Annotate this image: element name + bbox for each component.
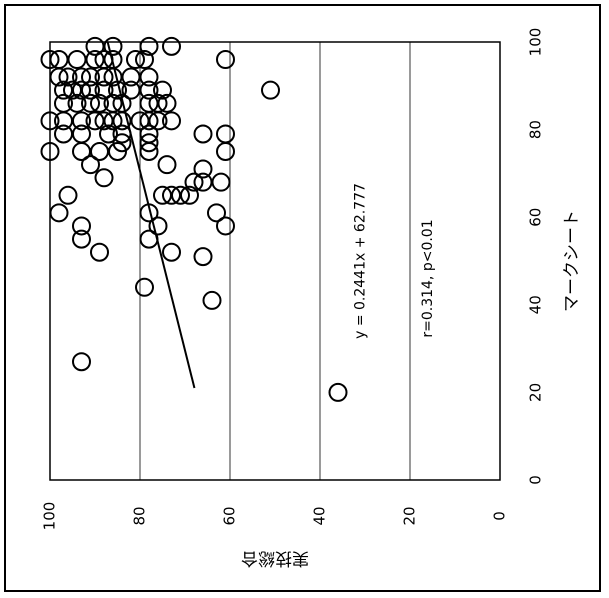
data-point — [139, 67, 159, 87]
data-point — [67, 50, 87, 70]
y-tick-label: 40 — [311, 506, 329, 525]
data-point — [162, 36, 181, 56]
data-point — [139, 133, 159, 153]
data-point — [162, 185, 181, 205]
regression-equation: y = 0.2441x + 62.777 — [353, 183, 369, 339]
y-tick-label: 100 — [41, 502, 59, 531]
data-point — [67, 93, 87, 113]
data-point — [49, 50, 69, 70]
data-point — [94, 50, 114, 70]
data-point — [126, 50, 145, 70]
data-point — [58, 185, 78, 205]
data-point — [81, 67, 100, 87]
data-point — [112, 93, 132, 113]
data-point — [139, 203, 159, 223]
data-point — [139, 36, 159, 56]
data-point — [90, 242, 109, 262]
data-point — [135, 277, 154, 297]
data-point — [216, 216, 235, 236]
data-point — [81, 155, 100, 175]
data-point — [139, 124, 159, 144]
data-points — [40, 36, 348, 402]
data-point — [72, 142, 91, 161]
data-point — [72, 216, 91, 236]
plot-area — [49, 41, 501, 481]
data-point — [40, 142, 60, 161]
data-point — [40, 111, 60, 131]
data-point — [121, 80, 141, 100]
data-point — [72, 352, 91, 372]
data-point — [153, 185, 172, 205]
y-axis-label: 実技総合 — [241, 548, 309, 568]
data-point — [207, 203, 226, 223]
data-point — [108, 80, 127, 100]
y-tick-label: 20 — [401, 506, 419, 525]
data-point — [216, 50, 235, 70]
data-point — [94, 80, 114, 100]
y-axis-ticks: 0 20 40 60 80 100 — [41, 502, 509, 531]
data-point — [72, 229, 91, 249]
data-point — [54, 80, 73, 100]
data-point — [72, 67, 91, 87]
data-point — [90, 142, 109, 161]
data-point — [148, 93, 168, 113]
data-point — [139, 93, 159, 113]
x-tick-label: 40 — [527, 295, 545, 314]
data-point — [54, 93, 73, 113]
data-point — [216, 142, 235, 161]
data-point — [49, 203, 69, 223]
regression-line — [106, 41, 196, 389]
data-point — [216, 124, 235, 144]
x-tick-label: 80 — [527, 120, 545, 139]
x-axis-label: マークシート — [562, 210, 582, 312]
y-tick-label: 80 — [131, 506, 149, 525]
data-point — [261, 80, 280, 100]
data-point — [103, 93, 123, 113]
data-point — [193, 247, 213, 267]
data-point — [148, 216, 168, 236]
data-point — [193, 159, 213, 179]
data-point — [58, 67, 78, 87]
data-point — [193, 172, 213, 192]
y-tick-label: 0 — [491, 511, 509, 521]
x-tick-label: 0 — [527, 475, 545, 485]
data-point — [135, 50, 154, 70]
chart-frame — [4, 4, 601, 592]
data-point — [94, 168, 114, 188]
data-point — [85, 111, 105, 131]
data-point — [40, 50, 60, 70]
data-point — [54, 124, 73, 144]
x-tick-label: 100 — [527, 28, 545, 57]
x-axis-ticks: 0 20 40 60 80 100 — [527, 28, 545, 485]
data-point — [103, 36, 123, 56]
trendline-group — [106, 41, 196, 389]
data-point — [85, 36, 105, 56]
data-point — [193, 124, 213, 144]
data-point — [157, 155, 177, 175]
x-tick-label: 20 — [527, 383, 545, 402]
data-point — [90, 93, 109, 113]
data-point — [162, 242, 181, 262]
data-point — [328, 382, 348, 402]
x-tick-label: 60 — [527, 208, 545, 227]
data-point — [99, 124, 118, 144]
data-point — [94, 111, 114, 131]
data-point — [81, 93, 100, 113]
data-point — [63, 80, 82, 100]
gridlines — [139, 42, 411, 480]
data-point — [184, 172, 204, 192]
data-point — [112, 124, 132, 144]
data-point — [202, 290, 222, 310]
data-point — [211, 172, 231, 192]
data-point — [139, 229, 159, 249]
data-point — [112, 133, 132, 153]
correlation-annotation: r=0.314, p<0.01 — [420, 219, 436, 337]
data-point — [153, 80, 172, 100]
data-point — [121, 67, 141, 87]
y-tick-label: 60 — [221, 506, 239, 525]
data-point — [162, 111, 181, 131]
